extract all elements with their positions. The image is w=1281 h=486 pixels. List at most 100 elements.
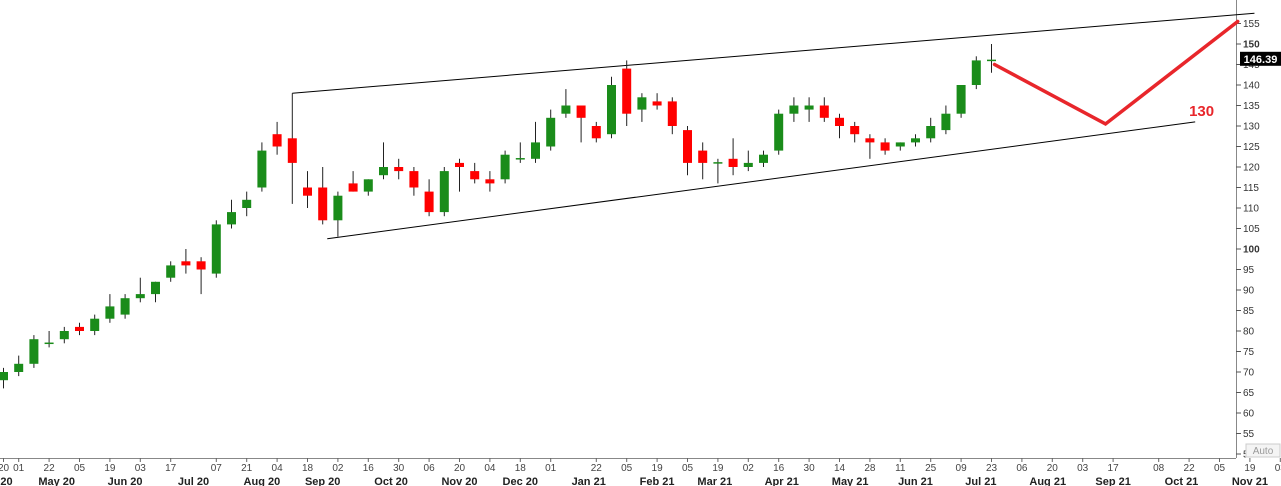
candle-body: [895, 142, 905, 147]
x-month-label: Jul 20: [178, 476, 209, 486]
candle-body: [333, 195, 343, 221]
x-day-label: 03: [1077, 463, 1089, 474]
candle-body: [242, 199, 252, 208]
candle-body: [394, 167, 404, 172]
y-tick-label: 80: [1243, 327, 1255, 338]
y-tick-label: 130: [1243, 122, 1260, 133]
candle-body: [531, 142, 540, 159]
candle-body: [348, 183, 358, 192]
x-month-label: Jun 21: [898, 476, 933, 486]
x-month-label: Feb 21: [640, 476, 675, 486]
x-month-label: May 21: [832, 476, 869, 486]
x-day-label: 21: [241, 463, 253, 474]
y-tick-label: 115: [1243, 183, 1259, 194]
candle-body: [257, 150, 267, 188]
x-month-label: Jul 21: [965, 476, 996, 486]
candle-body: [956, 85, 966, 114]
x-day-label: 20: [454, 463, 466, 474]
candle-body: [485, 179, 495, 184]
candle-body: [698, 150, 708, 163]
x-day-label: 05: [1214, 463, 1226, 474]
x-day-label: 16: [773, 463, 785, 474]
candle-body: [455, 162, 464, 167]
y-tick-label: 65: [1243, 388, 1255, 399]
candle-body: [439, 171, 449, 213]
x-day-label: 17: [1108, 463, 1120, 474]
x-day-label: 25: [925, 463, 937, 474]
x-day-label: 03: [135, 463, 147, 474]
x-day-label: 02: [332, 463, 344, 474]
candle-body: [409, 171, 419, 188]
y-tick-label: 70: [1243, 368, 1255, 379]
x-month-label: 20: [0, 476, 12, 486]
candle-body: [971, 60, 981, 85]
x-month-label: Nov 20: [441, 476, 477, 486]
x-day-label: 05: [682, 463, 694, 474]
x-day-label: 04: [272, 463, 284, 474]
x-day-label: 19: [1244, 463, 1256, 474]
candle-body: [135, 294, 145, 299]
x-day-label: 05: [621, 463, 633, 474]
candle-body: [759, 154, 768, 163]
candle-body: [363, 179, 373, 192]
candle-body: [637, 97, 647, 110]
candle-body: [667, 101, 677, 126]
x-day-label: 06: [424, 463, 436, 474]
candle-body: [804, 105, 814, 110]
y-tick-label: 125: [1243, 142, 1260, 153]
x-day-label: 22: [1184, 463, 1196, 474]
candle-body: [880, 142, 890, 151]
y-tick-label: 120: [1243, 163, 1260, 174]
y-tick-label: 110: [1243, 204, 1259, 215]
x-day-label: 01: [13, 463, 25, 474]
candle-body: [14, 363, 24, 372]
channel-upper-line: [292, 12, 1255, 94]
auto-scale-box: [1245, 443, 1281, 458]
x-month-label: Aug 21: [1029, 476, 1066, 486]
x-month-label: Jun 20: [108, 476, 143, 486]
candle-body: [90, 318, 100, 331]
x-month-label: Sep 21: [1095, 476, 1130, 486]
projection-path: [992, 19, 1240, 127]
candle-body: [850, 126, 860, 135]
candle-body: [75, 326, 84, 331]
candle-body: [561, 105, 571, 114]
candle-body: [926, 126, 936, 139]
x-month-label: Aug 20: [244, 476, 281, 486]
x-day-label: 09: [956, 463, 968, 474]
y-tick-label: 135: [1243, 101, 1260, 112]
candle-body: [470, 171, 480, 180]
candle-body: [303, 187, 312, 196]
x-month-label: Dec 20: [503, 476, 538, 486]
current-price-box: [1240, 51, 1281, 66]
x-month-label: Nov 21: [1232, 476, 1268, 486]
x-day-label: 23: [986, 463, 998, 474]
candle-body: [196, 261, 206, 270]
candle-body: [0, 372, 8, 381]
target-annotation: 130: [1189, 103, 1214, 120]
x-day-label: 05: [74, 463, 86, 474]
candle-body: [105, 306, 115, 319]
x-day-label: 16: [363, 463, 375, 474]
x-day-label: 18: [302, 463, 314, 474]
candle-body: [652, 101, 662, 106]
candle-body: [728, 158, 738, 167]
x-day-label: 19: [104, 463, 116, 474]
x-day-label: 17: [165, 463, 177, 474]
candle-body: [835, 117, 844, 126]
candle-body: [819, 105, 829, 118]
candle-body: [318, 187, 328, 221]
x-day-label: 14: [834, 463, 846, 474]
x-day-label: 22: [591, 463, 603, 474]
x-month-label: Oct 21: [1165, 476, 1199, 486]
candle-body: [287, 138, 297, 163]
x-month-label: Sep 20: [305, 476, 340, 486]
candle-body: [865, 138, 875, 143]
channel-lower-line: [327, 121, 1196, 240]
x-day-label: 04: [484, 463, 496, 474]
x-day-label: 11: [895, 463, 906, 474]
candle-body: [607, 85, 616, 135]
current-price-label: 146.39: [1244, 54, 1278, 66]
x-day-label: 01: [545, 463, 557, 474]
